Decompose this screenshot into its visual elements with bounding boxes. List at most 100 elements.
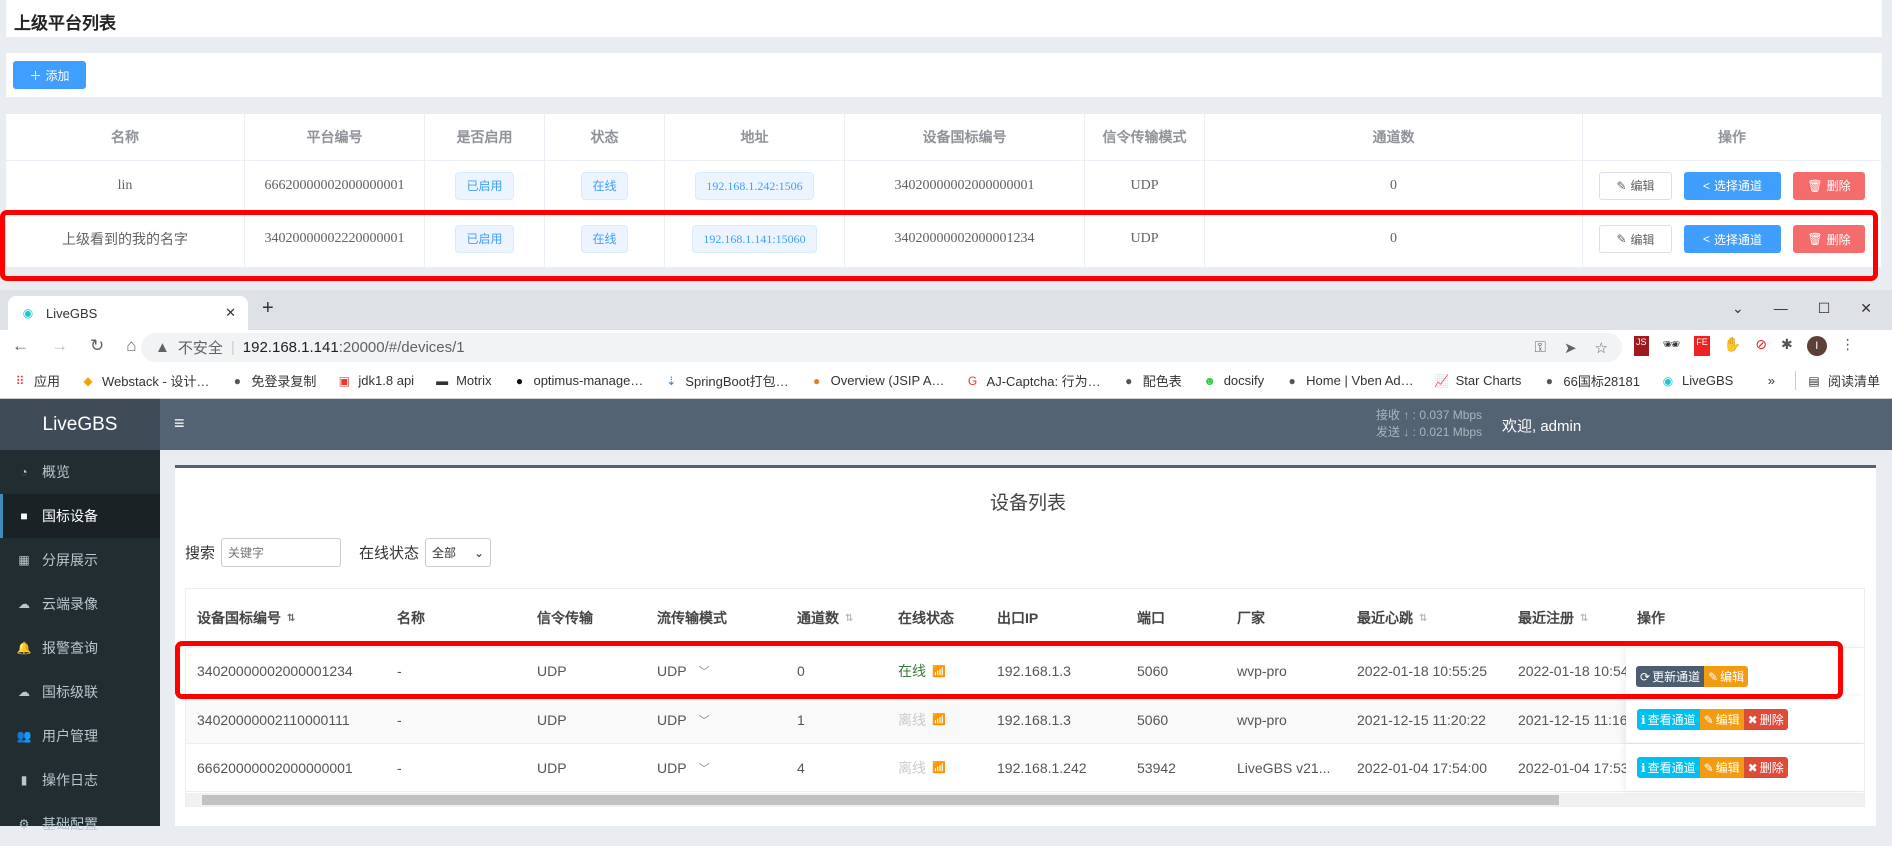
bookmark-item[interactable]: ● 66国标28181 (1541, 371, 1640, 390)
sidebar-item[interactable]: ▦ 分屏展示 (0, 538, 160, 582)
scrollbar-thumb[interactable] (202, 795, 1559, 805)
bookmark-item[interactable]: ⇣ SpringBoot打包… (663, 371, 788, 390)
select-channel-button[interactable]: < 选择通道 (1684, 225, 1781, 253)
home-icon[interactable]: ⌂ (126, 336, 137, 355)
ip-cell: 192.168.1.3 (997, 647, 1071, 695)
heartbeat-cell: 2021-12-15 11:20:22 (1357, 696, 1486, 743)
address-bar[interactable]: ▲ 不安全 | 192.168.1.141:20000/#/devices/1 … (141, 333, 1622, 362)
sidebar-item[interactable]: ⚙ 基础配置 (0, 802, 160, 846)
delete-button[interactable]: 🗑 删除 (1793, 225, 1865, 253)
table-cell: 34020000002000000001 (845, 161, 1085, 210)
table-cell: lin (6, 161, 245, 210)
bookmark-item[interactable]: ● 配色表 (1121, 371, 1182, 390)
edit-button[interactable]: ✎ 编辑 (1699, 757, 1744, 778)
sidebar-item[interactable]: 🔔 报警查询 (0, 626, 160, 670)
sidebar-item[interactable]: ◔ 概览 (0, 450, 160, 494)
extensions-icon[interactable]: ✱ (1780, 336, 1793, 352)
profile-avatar[interactable]: I (1806, 336, 1827, 356)
select-channel-button[interactable]: < 选择通道 (1684, 171, 1781, 200)
table-cell: 192.168.1.141:15060 (665, 211, 845, 267)
sidebar-item[interactable]: 👥 用户管理 (0, 714, 160, 758)
reading-list[interactable]: ▤ 阅读清单 (1794, 371, 1880, 390)
bookmark-item[interactable]: G AJ-Captcha: 行为… (965, 371, 1101, 390)
sidebar-item[interactable]: ▮ 操作日志 (0, 758, 160, 802)
maximize-icon[interactable]: ☐ (1817, 300, 1831, 316)
column-header[interactable]: 通道数 ⇅ (797, 589, 853, 647)
back-icon[interactable]: ← (12, 336, 29, 355)
adblock-extension-icon[interactable]: ✋ (1723, 336, 1742, 352)
sidebar-item-label: 报警查询 (42, 640, 98, 656)
bookmark-item[interactable]: ● 免登录复制 (229, 371, 317, 390)
bookmark-item[interactable]: ◆ Webstack - 设计… (80, 371, 209, 390)
stream-cell[interactable]: UDP ﹀ (657, 647, 710, 695)
delete-button[interactable]: ✖ 删除 (1743, 757, 1788, 778)
close-window-icon[interactable]: ✕ (1860, 300, 1872, 316)
view-channels-button[interactable]: ℹ 查看通道 (1637, 709, 1700, 730)
column-header[interactable]: 最近心跳 ⇅ (1357, 589, 1427, 647)
edit-button[interactable]: ✎ 编辑 (1599, 225, 1672, 253)
star-icon[interactable]: ☆ (1594, 339, 1608, 357)
forward-icon[interactable]: → (51, 336, 68, 355)
sort-icon[interactable]: ⇅ (1580, 612, 1589, 624)
fe-extension-icon[interactable]: FE (1694, 336, 1710, 356)
bookmark-item[interactable]: ☻ docsify (1202, 373, 1264, 389)
edit-button[interactable]: ✎ 编辑 (1704, 666, 1749, 687)
app-logo[interactable]: LiveGBS (0, 399, 160, 450)
bookmark-item[interactable]: ◉ LiveGBS (1660, 373, 1734, 389)
vendor-cell: wvp-pro (1237, 696, 1287, 743)
browser-tab[interactable]: ◉ LiveGBS ✕ (8, 296, 248, 330)
welcome-user[interactable]: 欢迎, admin (1502, 418, 1582, 435)
key-icon[interactable]: ⚿ (1534, 338, 1546, 356)
reload-icon[interactable]: ↻ (90, 336, 105, 355)
bookmark-item[interactable]: ▣ jdk1.8 api (336, 373, 414, 389)
add-button[interactable]: ＋添加 (13, 61, 86, 89)
status-filter-select[interactable]: 全部 ⌄ (425, 538, 492, 567)
delete-button[interactable]: ✖ 删除 (1743, 709, 1788, 730)
column-header[interactable]: 最近注册 ⇅ (1518, 589, 1588, 647)
horizontal-scrollbar[interactable] (186, 793, 1864, 806)
send-icon[interactable]: ➤ (1563, 339, 1577, 357)
more-bookmarks-icon[interactable]: » (1767, 373, 1775, 388)
edit-button[interactable]: ✎ 编辑 (1599, 171, 1672, 200)
bookmark-item[interactable]: 📈 Star Charts (1434, 373, 1521, 389)
view-channels-button[interactable]: ℹ 查看通道 (1637, 757, 1700, 778)
sort-icon[interactable]: ⇅ (287, 612, 296, 624)
spy-extension-icon[interactable]: 🕶 (1662, 336, 1681, 352)
sidebar-item[interactable]: ☁ 国标级联 (0, 670, 160, 714)
heartbeat-value: 2021-12-15 11:20:22 (1357, 711, 1486, 728)
bookmark-item[interactable]: ● Overview (JSIP A… (809, 373, 945, 389)
search-input[interactable] (221, 538, 342, 567)
tab-search-icon[interactable]: ⌄ (1731, 300, 1744, 316)
bookmark-item[interactable]: ● optimus-manage… (511, 373, 643, 389)
edit-label: 编辑 (1630, 179, 1655, 193)
js-extension-icon[interactable]: JS (1634, 336, 1649, 356)
column-header[interactable]: 设备国标编号 ⇅ (197, 589, 295, 647)
bookmark-item[interactable]: ⠿ 应用 (12, 371, 60, 390)
sort-icon[interactable]: ⇅ (1419, 612, 1428, 624)
minimize-icon[interactable]: — (1773, 300, 1788, 316)
stream-cell[interactable]: UDP ﹀ (657, 744, 710, 791)
bookmark-label: 免登录复制 (251, 374, 317, 389)
hamburger-icon[interactable]: ≡ (174, 413, 185, 433)
sidebar-item[interactable]: ■ 国标设备 (0, 494, 160, 538)
bookmark-item[interactable]: ▬ Motrix (434, 373, 491, 389)
select-channel-label: 选择通道 (1714, 179, 1763, 193)
edit-button[interactable]: ✎ 编辑 (1699, 709, 1744, 730)
port-value: 5060 (1137, 711, 1169, 728)
update-channels-button[interactable]: ⟳ 更新通道 (1636, 666, 1705, 687)
close-tab-icon[interactable]: ✕ (225, 305, 236, 320)
menu-icon[interactable]: ⋮ (1840, 336, 1855, 352)
webstack-icon: ◆ (83, 373, 93, 388)
sort-icon[interactable]: ⇅ (845, 612, 854, 624)
stream-cell[interactable]: UDP ﹀ (657, 696, 710, 743)
new-tab-icon[interactable]: + (262, 297, 274, 319)
sidebar-item[interactable]: ☁ 云端录像 (0, 582, 160, 626)
url-host: 192.168.1.141 (242, 339, 339, 356)
bookmark-item[interactable]: ● Home | Vben Ad… (1284, 373, 1414, 389)
delete-button[interactable]: 🗑 删除 (1793, 171, 1865, 200)
block-extension-icon[interactable]: ⊘ (1755, 336, 1767, 352)
share-icon: < (1702, 178, 1710, 193)
ip-cell: 192.168.1.242 (997, 744, 1087, 791)
table-row: 上级看到的我的名字 34020000002220000001 已启用 在线 192.16… (6, 211, 1882, 268)
table-cell: 在线 (545, 211, 665, 267)
